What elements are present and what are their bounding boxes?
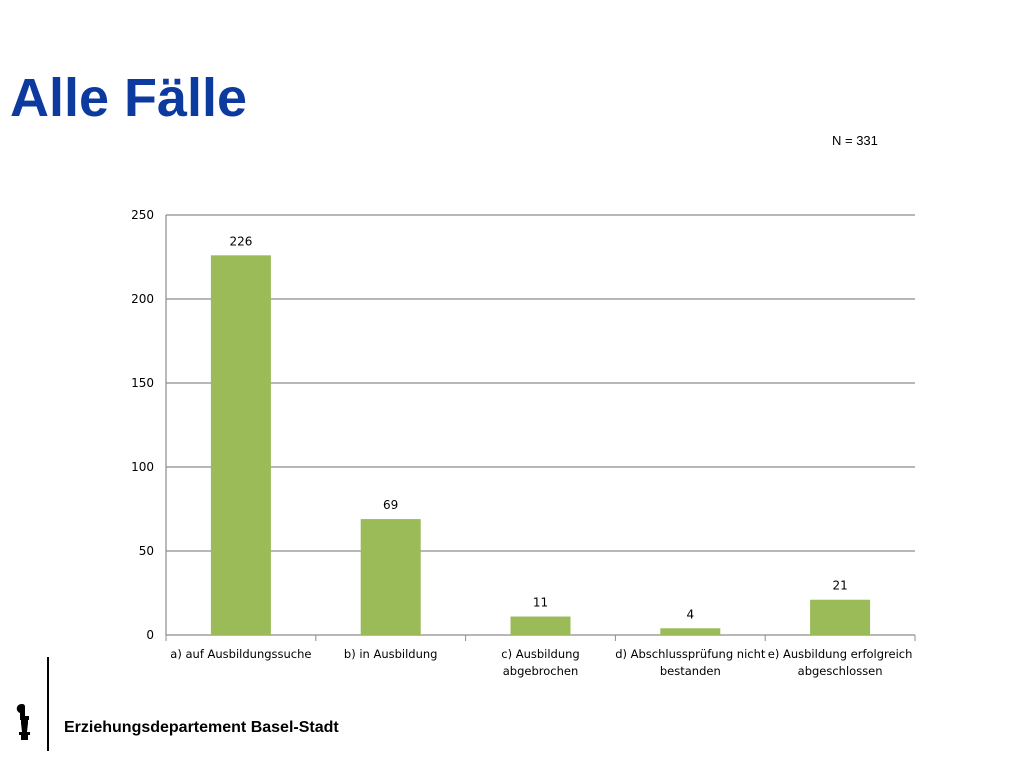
data-label: 69 xyxy=(383,498,398,512)
y-tick-label: 200 xyxy=(131,292,154,306)
data-label: 21 xyxy=(832,579,847,593)
y-tick-label: 150 xyxy=(131,376,154,390)
data-label: 11 xyxy=(533,596,548,610)
x-tick-label: abgeschlossen xyxy=(798,664,883,678)
slide-title: Alle Fälle xyxy=(10,68,248,128)
y-tick-label: 100 xyxy=(131,460,154,474)
x-tick-label: abgebrochen xyxy=(503,664,579,678)
bar xyxy=(360,519,421,635)
bar xyxy=(660,628,721,635)
bar-chart: 0 50 100 150 200 250 226 a) auf Ausbildungssuch… xyxy=(131,208,916,678)
x-tick-label: d) Abschlussprüfung nicht xyxy=(615,647,766,661)
y-tick-label: 250 xyxy=(131,208,154,222)
chart-labels: 0 50 100 150 200 250 226 a) auf Ausbildungssuch… xyxy=(131,208,912,678)
x-tick-label: e) Ausbildung erfolgreich xyxy=(768,647,913,661)
y-tick-label: 0 xyxy=(146,628,154,642)
bar xyxy=(210,255,271,635)
bar xyxy=(810,599,871,635)
x-tick-label: c) Ausbildung xyxy=(501,647,579,661)
x-tick-label: a) auf Ausbildungssuche xyxy=(170,647,311,661)
chart-bars xyxy=(210,255,871,635)
x-tick-label: b) in Ausbildung xyxy=(344,647,438,661)
data-label: 226 xyxy=(229,234,252,248)
y-tick-label: 50 xyxy=(139,544,154,558)
bar xyxy=(510,616,571,635)
x-tick-label: bestanden xyxy=(660,664,721,678)
chart-gridlines xyxy=(165,214,916,641)
basel-staff-icon xyxy=(16,704,30,740)
footer-divider xyxy=(47,657,49,751)
footer-organization: Erziehungsdepartement Basel-Stadt xyxy=(64,719,339,736)
sample-size-label: N = 331 xyxy=(832,133,878,148)
data-label: 4 xyxy=(686,607,694,621)
